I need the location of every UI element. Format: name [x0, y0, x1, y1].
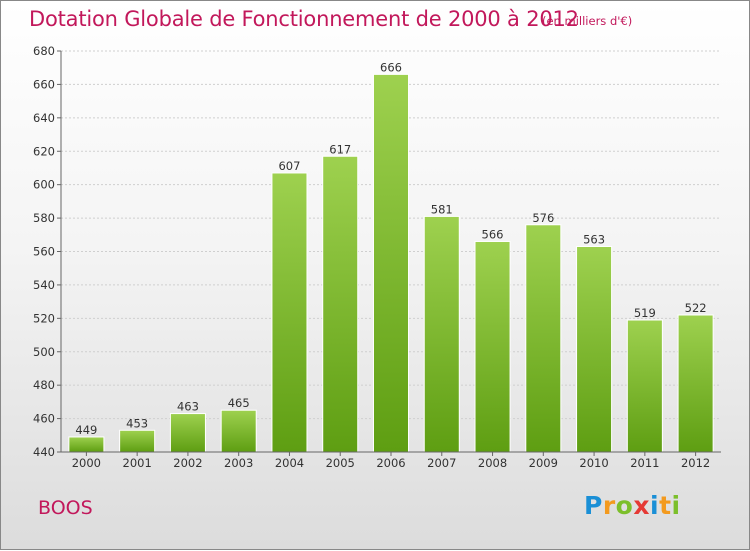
bar-value-label: 449 — [75, 423, 97, 437]
logo-letter: x — [633, 491, 650, 520]
bar-2012 — [677, 314, 714, 453]
logo-letter: i — [650, 491, 660, 520]
y-tick-label: 520 — [33, 311, 55, 325]
y-tick-label: 460 — [33, 412, 55, 426]
bar-value-label: 522 — [685, 301, 707, 315]
x-tick-label: 2008 — [478, 456, 507, 470]
logo-letter: r — [602, 491, 616, 520]
x-tick-label: 2012 — [681, 456, 710, 470]
proxiti-logo[interactable]: Proxiti — [584, 491, 681, 520]
x-tick-label: 2007 — [427, 456, 456, 470]
bar-2004 — [271, 172, 308, 453]
bar-2000 — [68, 436, 105, 453]
logo-letter: t — [659, 491, 672, 520]
bar-2007 — [423, 215, 460, 453]
bar-2005 — [322, 155, 359, 453]
x-axis: 2000 2001 2002 2003 2004 2005 2006 2007 2008 2009… — [61, 451, 721, 470]
bar-value-label: 465 — [228, 396, 250, 410]
y-tick-label: 600 — [33, 178, 55, 192]
bar-value-label: 576 — [532, 211, 554, 225]
x-tick-label: 2004 — [275, 456, 304, 470]
y-tick-label: 680 — [33, 44, 55, 58]
x-tick-label: 2011 — [630, 456, 659, 470]
bar-2002 — [169, 413, 206, 453]
chart-subtitle: (en milliers d'€) — [542, 14, 633, 28]
y-tick-label: 640 — [33, 111, 55, 125]
commune-name: BOOS — [38, 497, 93, 519]
bar-2011 — [626, 319, 663, 453]
bar-value-label: 463 — [177, 400, 199, 414]
x-tick-label: 2010 — [579, 456, 608, 470]
bars: 449 453 463 465 607 617 666 581 566 576 563 519 522 — [68, 60, 714, 453]
y-tick-label: 480 — [33, 378, 55, 392]
bar-value-label: 519 — [634, 306, 656, 320]
logo-letter: i — [671, 491, 681, 520]
bar-value-label: 453 — [126, 416, 148, 430]
x-tick-label: 2006 — [376, 456, 405, 470]
bar-2003 — [220, 409, 257, 453]
y-tick-label: 540 — [33, 278, 55, 292]
y-tick-label: 560 — [33, 245, 55, 259]
y-tick-label: 580 — [33, 211, 55, 225]
bar-2001 — [119, 429, 156, 453]
logo-letter: P — [584, 491, 603, 520]
x-tick-label: 2000 — [72, 456, 101, 470]
x-tick-label: 2005 — [326, 456, 355, 470]
bar-2008 — [474, 240, 511, 453]
bar-value-label: 607 — [278, 159, 300, 173]
y-tick-label: 500 — [33, 345, 55, 359]
bar-2010 — [576, 245, 613, 453]
bar-value-label: 581 — [431, 202, 453, 216]
bar-2009 — [525, 224, 562, 453]
x-tick-label: 2001 — [123, 456, 152, 470]
y-tick-label: 660 — [33, 77, 55, 91]
x-tick-label: 2009 — [529, 456, 558, 470]
y-tick-label: 620 — [33, 144, 55, 158]
y-tick-label: 440 — [33, 445, 55, 459]
logo-letter: o — [615, 491, 634, 520]
chart-title: Dotation Globale de Fonctionnement de 20… — [29, 7, 579, 31]
y-axis: 440 460 480 500 520 540 560 580 600 620 640 660 680 — [33, 44, 62, 459]
bar-value-label: 563 — [583, 232, 605, 246]
x-tick-label: 2002 — [173, 456, 202, 470]
bar-value-label: 566 — [482, 227, 504, 241]
bar-2006 — [372, 73, 410, 453]
bar-value-label: 617 — [329, 142, 351, 156]
x-tick-label: 2003 — [224, 456, 253, 470]
bar-value-label: 666 — [380, 60, 402, 74]
